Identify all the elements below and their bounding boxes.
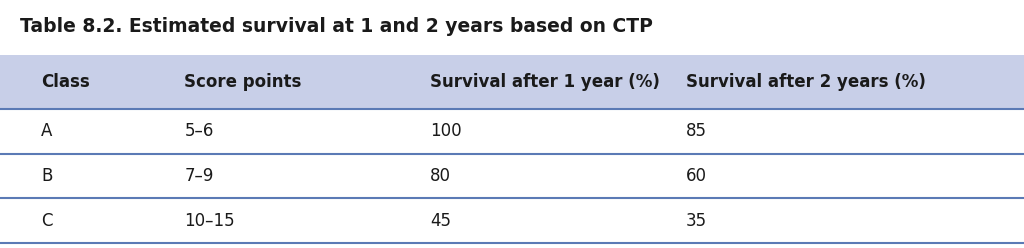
Text: 35: 35: [686, 212, 708, 230]
Text: Survival after 1 year (%): Survival after 1 year (%): [430, 73, 659, 91]
Bar: [0, 55, 1024, 109]
Text: Table 8.2. Estimated survival at 1 and 2 years based on CTP: Table 8.2. Estimated survival at 1 and 2…: [20, 17, 653, 36]
Text: 85: 85: [686, 123, 708, 140]
Text: 60: 60: [686, 167, 708, 185]
Text: 45: 45: [430, 212, 452, 230]
Text: C: C: [41, 212, 52, 230]
Text: 7–9: 7–9: [184, 167, 214, 185]
Text: 10–15: 10–15: [184, 212, 234, 230]
Text: Score points: Score points: [184, 73, 302, 91]
Text: Class: Class: [41, 73, 90, 91]
Text: 80: 80: [430, 167, 452, 185]
Text: A: A: [41, 123, 52, 140]
Text: 5–6: 5–6: [184, 123, 214, 140]
Text: B: B: [41, 167, 52, 185]
Text: 100: 100: [430, 123, 462, 140]
Text: Survival after 2 years (%): Survival after 2 years (%): [686, 73, 926, 91]
